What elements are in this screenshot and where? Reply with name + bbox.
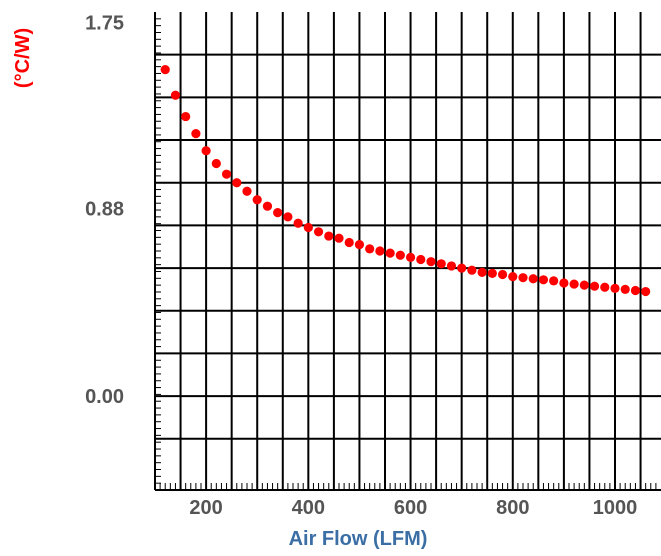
- data-point: [375, 246, 385, 256]
- data-point: [559, 278, 569, 288]
- data-point: [538, 275, 549, 285]
- x-tick-labels: 200 400 600 800 1000: [189, 497, 637, 519]
- data-points: [160, 65, 651, 297]
- data-point: [467, 265, 477, 275]
- data-point: [252, 195, 262, 205]
- x-tick-label: 200: [189, 497, 222, 519]
- data-point: [303, 222, 313, 233]
- data-point: [201, 146, 211, 156]
- data-point: [508, 272, 518, 282]
- data-point: [579, 280, 589, 290]
- data-point: [181, 111, 191, 122]
- x-tick-label: 400: [292, 497, 325, 519]
- data-point: [487, 268, 497, 279]
- data-point: [569, 279, 579, 289]
- y-tick-label: 0.88: [85, 198, 124, 220]
- plot-border: [154, 12, 661, 491]
- data-point: [324, 231, 334, 241]
- data-point: [416, 254, 426, 265]
- x-tick-label: 600: [394, 497, 427, 519]
- data-point: [395, 250, 405, 260]
- data-point: [518, 273, 528, 283]
- data-point: [293, 218, 303, 228]
- data-point: [365, 244, 375, 254]
- data-point: [191, 129, 201, 139]
- data-point: [610, 283, 620, 293]
- data-point: [600, 282, 610, 292]
- data-point: [497, 269, 508, 280]
- data-point: [273, 207, 283, 218]
- data-point: [630, 285, 641, 296]
- data-point: [620, 284, 630, 295]
- data-point: [589, 281, 600, 291]
- data-point: [262, 201, 273, 211]
- data-point: [334, 233, 344, 243]
- x-axis-title: Air Flow (LFM): [289, 528, 428, 550]
- x-tick-label: 1000: [593, 497, 638, 519]
- data-point: [354, 239, 365, 250]
- data-point: [242, 186, 252, 196]
- data-point: [160, 65, 170, 75]
- data-point: [385, 248, 395, 258]
- data-point: [457, 263, 467, 273]
- data-point: [549, 276, 559, 286]
- y-tick-label: 1.75: [85, 13, 124, 35]
- y-axis-title: (°C/W): [12, 28, 34, 88]
- data-point: [283, 212, 293, 222]
- y-tick-label: 0.00: [85, 386, 124, 408]
- minor-ticks: [155, 18, 657, 491]
- data-point: [344, 237, 354, 248]
- data-point: [641, 286, 651, 297]
- data-point: [232, 178, 242, 188]
- grid: [155, 12, 661, 490]
- data-point: [426, 257, 436, 267]
- data-point: [221, 169, 232, 179]
- data-point: [436, 259, 446, 269]
- y-tick-labels: 0.00 0.88 1.75: [85, 13, 124, 408]
- data-point: [313, 227, 324, 237]
- data-point: [211, 158, 221, 169]
- data-point: [477, 267, 487, 277]
- data-point: [170, 90, 181, 100]
- data-point: [446, 261, 457, 271]
- data-point: [405, 252, 416, 263]
- x-tick-label: 800: [496, 497, 529, 519]
- data-point: [528, 274, 538, 284]
